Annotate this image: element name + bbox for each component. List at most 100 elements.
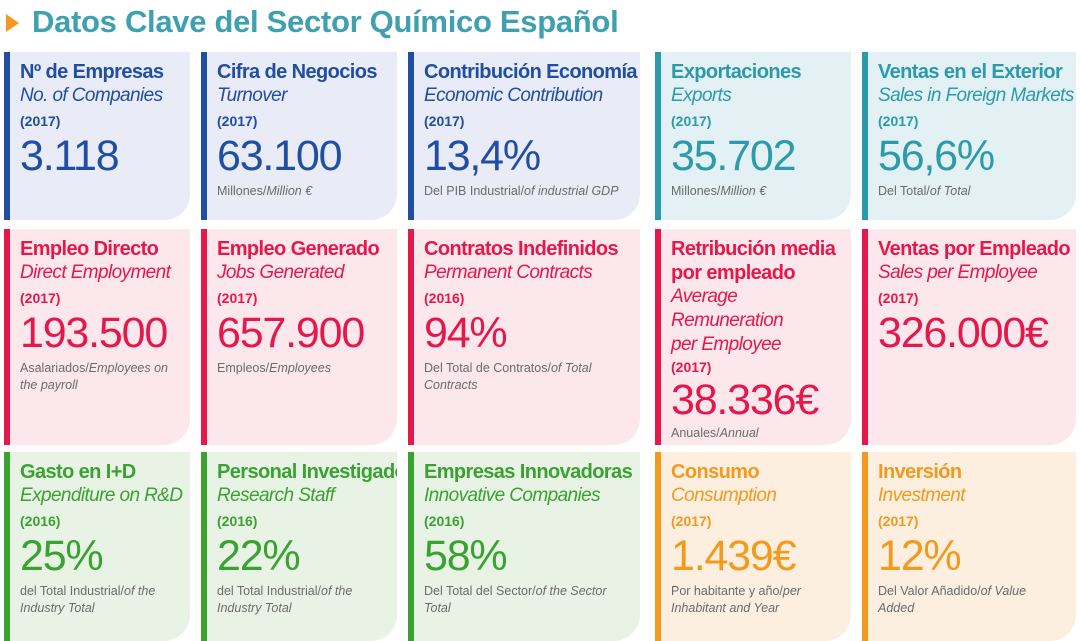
card-note-en: Million € xyxy=(266,184,312,198)
card-innovative-companies: Empresas Innovadoras Innovative Companie… xyxy=(408,452,640,641)
card-title-en: Direct Employment xyxy=(20,261,184,285)
card-note-es: Del Valor Añadido/ xyxy=(878,584,981,598)
card-year: (2017) xyxy=(878,511,1070,531)
card-sales-per-employee: Ventas por Empleado Sales per Employee (… xyxy=(862,229,1076,445)
card-accent-bar xyxy=(408,229,414,445)
card-note: Empleos/Employees xyxy=(217,360,391,377)
card-title-es: Retribución media por empleado xyxy=(671,237,845,285)
card-year: (2017) xyxy=(217,111,391,131)
card-title-es: Consumo xyxy=(671,460,845,484)
card-note: del Total Industrial/of the Industry Tot… xyxy=(20,583,184,617)
card-note: Del Total de Contratos/of Total Contract… xyxy=(424,360,624,394)
card-note: Del Total del Sector/of the Sector Total xyxy=(424,583,629,617)
card-year: (2017) xyxy=(671,511,845,531)
card-year: (2016) xyxy=(217,511,391,531)
card-note: del Total Industrial/of the Industry Tot… xyxy=(217,583,391,617)
key-data-grid: Nº de Empresas No. of Companies (2017) 3… xyxy=(0,52,1080,641)
card-year: (2017) xyxy=(671,357,845,377)
card-year: (2017) xyxy=(20,288,184,308)
card-note-en: of Total xyxy=(930,184,971,198)
card-title-en: Economic Contribution xyxy=(424,84,634,108)
card-year: (2016) xyxy=(424,511,634,531)
card-value: 38.336€ xyxy=(671,377,845,423)
card-title-en: Sales in Foreign Markets xyxy=(878,84,1070,108)
card-note-es: del Total Industrial/ xyxy=(20,584,124,598)
card-accent-bar xyxy=(655,229,661,445)
card-value: 56,6% xyxy=(878,131,1070,181)
card-note-es: Del Total de Contratos/ xyxy=(424,361,551,375)
card-title-en: Consumption xyxy=(671,484,845,508)
card-turnover: Cifra de Negocios Turnover (2017) 63.100… xyxy=(201,52,397,220)
page-title: Datos Clave del Sector Químico Español xyxy=(32,4,618,40)
card-accent-bar xyxy=(408,452,414,641)
card-title-en: Average Remuneration per Employee xyxy=(671,285,845,357)
card-permanent-contracts: Contratos Indefinidos Permanent Contract… xyxy=(408,229,640,445)
card-note: Del Valor Añadido/of Value Added xyxy=(878,583,1058,617)
card-title-es: Inversión xyxy=(878,460,1070,484)
card-foreign-sales: Ventas en el Exterior Sales in Foreign M… xyxy=(862,52,1076,220)
card-title-en: Sales per Employee xyxy=(878,261,1070,285)
card-value: 1.439€ xyxy=(671,531,845,581)
card-value: 657.900 xyxy=(217,308,391,358)
card-year: (2016) xyxy=(20,511,184,531)
card-companies: Nº de Empresas No. of Companies (2017) 3… xyxy=(4,52,190,220)
card-note-en: Employees xyxy=(269,361,331,375)
card-note-en: Annual xyxy=(720,426,759,440)
arrow-icon xyxy=(6,14,19,32)
card-title-en: Research Staff xyxy=(217,484,391,508)
card-year: (2017) xyxy=(671,111,845,131)
card-value: 58% xyxy=(424,531,634,581)
card-title-en: Exports xyxy=(671,84,845,108)
card-value: 35.702 xyxy=(671,131,845,181)
card-title-es: Empresas Innovadoras xyxy=(424,460,634,484)
card-accent-bar xyxy=(4,452,10,641)
card-research-staff: Personal Investigador Research Staff (20… xyxy=(201,452,397,641)
card-note: Por habitante y año/per Inhabitant and Y… xyxy=(671,583,845,617)
card-exports: Exportaciones Exports (2017) 35.702 Mill… xyxy=(655,52,851,220)
card-accent-bar xyxy=(201,52,207,220)
card-title-es: Contratos Indefinidos xyxy=(424,237,634,261)
card-direct-employment: Empleo Directo Direct Employment (2017) … xyxy=(4,229,190,445)
card-accent-bar xyxy=(655,452,661,641)
card-note: Anuales/Annual xyxy=(671,425,845,442)
card-title-en: Expenditure on R&D xyxy=(20,484,184,508)
card-value: 94% xyxy=(424,308,634,358)
card-note-es: Del Total del Sector/ xyxy=(424,584,536,598)
card-jobs-generated: Empleo Generado Jobs Generated (2017) 65… xyxy=(201,229,397,445)
card-note-es: Del Total/ xyxy=(878,184,930,198)
card-accent-bar xyxy=(862,229,868,445)
card-rd-expenditure: Gasto en I+D Expenditure on R&D (2016) 2… xyxy=(4,452,190,641)
card-value: 22% xyxy=(217,531,391,581)
card-title-en: No. of Companies xyxy=(20,84,184,108)
card-note-es: Millones/ xyxy=(671,184,720,198)
card-title-es: Empleo Directo xyxy=(20,237,184,261)
card-accent-bar xyxy=(201,452,207,641)
card-title-es: Ventas en el Exterior xyxy=(878,60,1070,84)
card-value: 326.000€ xyxy=(878,308,1070,358)
card-note-es: Por habitante y año/ xyxy=(671,584,783,598)
card-accent-bar xyxy=(201,229,207,445)
card-note-es: Millones/ xyxy=(217,184,266,198)
card-accent-bar xyxy=(862,452,868,641)
card-accent-bar xyxy=(4,52,10,220)
card-investment: Inversión Investment (2017) 12% Del Valo… xyxy=(862,452,1076,641)
card-note-es: Anuales/ xyxy=(671,426,720,440)
card-year: (2017) xyxy=(217,288,391,308)
card-title-en: Jobs Generated xyxy=(217,261,391,285)
card-accent-bar xyxy=(4,229,10,445)
card-title-es: Cifra de Negocios xyxy=(217,60,391,84)
card-note-en: Million € xyxy=(720,184,766,198)
card-note: Del Total/of Total xyxy=(878,183,1070,200)
card-value: 13,4% xyxy=(424,131,634,181)
card-note-es: Empleos/ xyxy=(217,361,269,375)
card-value: 63.100 xyxy=(217,131,391,181)
card-title-en: Permanent Contracts xyxy=(424,261,634,285)
card-value: 193.500 xyxy=(20,308,184,358)
card-value: 3.118 xyxy=(20,131,184,181)
card-note: Asalariados/Employees on the payroll xyxy=(20,360,184,394)
card-title-es: Gasto en I+D xyxy=(20,460,184,484)
card-accent-bar xyxy=(408,52,414,220)
card-note: Millones/Million € xyxy=(217,183,391,200)
card-year: (2017) xyxy=(878,111,1070,131)
card-title-en: Investment xyxy=(878,484,1070,508)
